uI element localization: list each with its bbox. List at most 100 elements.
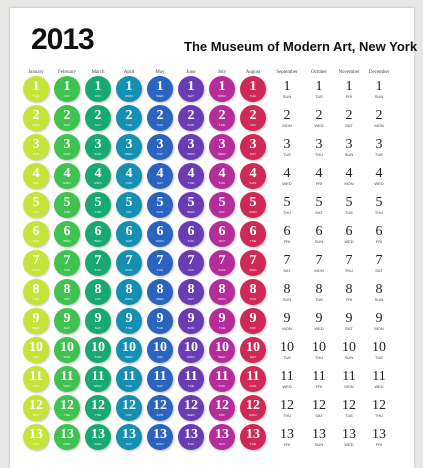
day-cell: 3 TUE bbox=[274, 134, 300, 158]
day-of-week: WED bbox=[32, 326, 40, 330]
day-dot: 3 WED bbox=[209, 134, 235, 160]
day-dot: 13 SAT bbox=[116, 424, 142, 450]
day-number: 10 bbox=[122, 340, 136, 355]
day-of-week: TUE bbox=[249, 239, 257, 243]
day-of-week: SUN bbox=[32, 442, 40, 446]
day-number: 11 bbox=[153, 369, 167, 384]
day-number: 9 bbox=[375, 311, 383, 326]
day-dot: 11 MON bbox=[54, 366, 80, 392]
day-number: 12 bbox=[215, 398, 229, 413]
day-of-week: THU bbox=[249, 94, 257, 98]
day-cell: 6 WED bbox=[336, 221, 362, 245]
day-of-week: SUN bbox=[344, 355, 354, 360]
day-number: 1 bbox=[187, 79, 195, 94]
day-of-week: SUN bbox=[94, 355, 102, 359]
day-cell: 6 FRI bbox=[274, 221, 300, 245]
day-number: 9 bbox=[94, 311, 102, 326]
day-of-week: SUN bbox=[374, 297, 384, 302]
day-of-week: SUN bbox=[94, 152, 102, 156]
day-of-week: SAT bbox=[345, 326, 353, 331]
day-of-week: THU bbox=[63, 268, 71, 272]
day-of-week: FRI bbox=[219, 210, 225, 214]
day-of-week: WED bbox=[282, 384, 292, 389]
day-dot: 9 THU bbox=[147, 308, 173, 334]
day-number: 8 bbox=[187, 282, 195, 297]
day-number: 13 bbox=[215, 427, 229, 442]
poster-year: 2013 bbox=[31, 23, 95, 56]
day-of-week: MON bbox=[94, 384, 102, 388]
day-of-week: TUE bbox=[218, 123, 226, 127]
day-of-week: WED bbox=[63, 239, 71, 243]
day-of-week: SAT bbox=[315, 210, 323, 215]
day-of-week: SUN bbox=[218, 268, 226, 272]
day-of-week: WED bbox=[374, 181, 384, 186]
day-dot: 4 THU bbox=[116, 163, 142, 189]
day-number: 1 bbox=[156, 79, 164, 94]
day-of-week: WED bbox=[249, 268, 257, 272]
day-number: 1 bbox=[345, 79, 353, 94]
day-cell: 7 SAT bbox=[366, 250, 392, 274]
day-of-week: TUE bbox=[125, 326, 133, 330]
day-of-week: SUN bbox=[63, 152, 71, 156]
day-dot: 4 THU bbox=[209, 163, 235, 189]
day-dot: 5 WED bbox=[178, 192, 204, 218]
day-number: 5 bbox=[32, 195, 40, 210]
day-dot: 1 FRI bbox=[85, 76, 111, 102]
day-dot: 8 SAT bbox=[178, 279, 204, 305]
day-of-week: WED bbox=[125, 355, 133, 359]
day-cell: 1 SUN bbox=[274, 76, 300, 100]
day-number: 3 bbox=[315, 137, 323, 152]
day-dot: 13 WED bbox=[85, 424, 111, 450]
day-of-week: THU bbox=[125, 384, 133, 388]
day-cell: 1 FRI bbox=[336, 76, 362, 100]
day-number: 10 bbox=[342, 340, 356, 355]
day-number: 10 bbox=[215, 340, 229, 355]
day-dot: 5 SAT bbox=[23, 192, 49, 218]
day-number: 2 bbox=[94, 108, 102, 123]
day-cell: 10 TUE bbox=[274, 337, 300, 361]
day-of-week: FRI bbox=[157, 355, 163, 359]
day-of-week: SAT bbox=[32, 210, 40, 214]
day-dot: 9 SAT bbox=[85, 308, 111, 334]
day-cell: 9 WED bbox=[306, 308, 332, 332]
day-of-week: MON bbox=[218, 94, 226, 98]
day-number: 13 bbox=[342, 427, 356, 442]
day-number: 4 bbox=[32, 166, 40, 181]
day-cell: 10 SUN bbox=[336, 337, 362, 361]
day-dot: 6 MON bbox=[147, 221, 173, 247]
day-number: 11 bbox=[312, 369, 326, 384]
day-number: 6 bbox=[283, 224, 291, 239]
month-label: July bbox=[217, 70, 227, 75]
day-of-week: THU bbox=[156, 326, 164, 330]
day-of-week: THU bbox=[32, 152, 40, 156]
day-of-week: THU bbox=[218, 384, 226, 388]
day-number: 5 bbox=[156, 195, 164, 210]
day-number: 2 bbox=[283, 108, 291, 123]
day-dot: 13 MON bbox=[147, 424, 173, 450]
day-number: 12 bbox=[122, 398, 136, 413]
day-of-week: WED bbox=[282, 181, 292, 186]
calendar-poster: 2013 The Museum of Modern Art, New York … bbox=[10, 8, 417, 468]
day-of-week: SUN bbox=[314, 239, 324, 244]
day-cell: 8 FRI bbox=[336, 279, 362, 303]
day-number: 1 bbox=[375, 79, 383, 94]
day-of-week: TUE bbox=[283, 152, 291, 157]
day-number: 10 bbox=[280, 340, 294, 355]
day-of-week: TUE bbox=[94, 210, 102, 214]
day-of-week: WED bbox=[218, 355, 226, 359]
day-cell: 12 TUE bbox=[336, 395, 362, 419]
month-label: August bbox=[245, 70, 261, 75]
day-number: 8 bbox=[94, 282, 102, 297]
day-of-week: FRI bbox=[64, 94, 70, 98]
day-number: 3 bbox=[156, 137, 164, 152]
day-cell: 3 TUE bbox=[366, 134, 392, 158]
day-cell: 1 TUE bbox=[306, 76, 332, 100]
day-number: 4 bbox=[94, 166, 102, 181]
day-of-week: MON bbox=[344, 181, 354, 186]
day-of-week: WED bbox=[344, 442, 354, 447]
day-number: 2 bbox=[63, 108, 71, 123]
day-of-week: SAT bbox=[218, 239, 226, 243]
day-dot: 12 TUE bbox=[54, 395, 80, 421]
day-number: 1 bbox=[94, 79, 102, 94]
day-of-week: THU bbox=[374, 210, 384, 215]
